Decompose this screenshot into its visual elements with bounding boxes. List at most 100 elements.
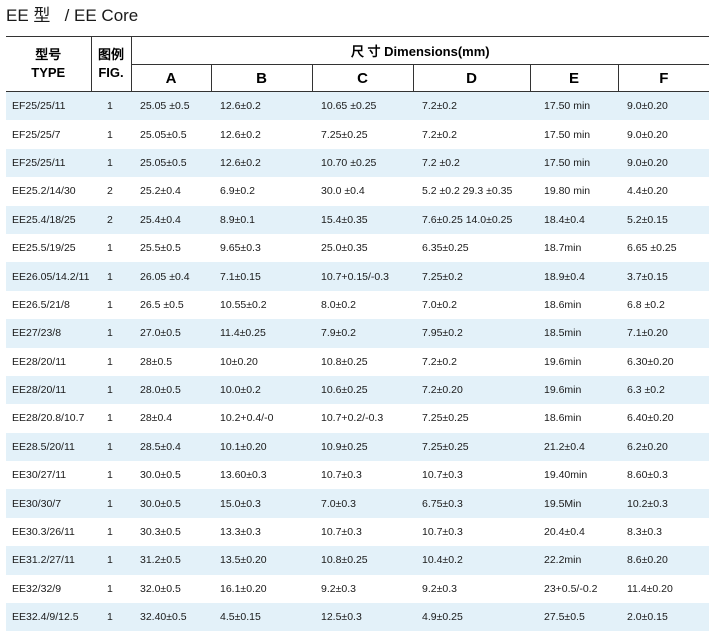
- f-cell: 6.30±0.20: [627, 355, 674, 368]
- f-cell: 2.0±0.15: [618, 603, 710, 632]
- table-row: EE25.5/19/25 1 25.5±0.5 9.65±0.3 25.0±0.…: [6, 234, 709, 262]
- d-cell: 7.0±0.2: [422, 298, 457, 311]
- a-cell: 25.05 ±0.5: [131, 91, 211, 121]
- fig-column-header: 图例 FIG.: [90, 36, 131, 92]
- b-cell: 9.65±0.3: [220, 242, 261, 255]
- fig-cell: 2: [91, 205, 131, 234]
- f-cell: 9.0±0.20: [618, 148, 710, 178]
- a-cell: 26.05 ±0.4: [131, 262, 211, 291]
- table-row: EE32/32/9 1 32.0±0.5 16.1±0.20 9.2±0.3 9…: [6, 575, 709, 603]
- e-cell: 19.80 min: [544, 185, 591, 198]
- table-row: EE30/30/7 1 30.0±0.5 15.0±0.3 7.0±0.3 6.…: [6, 489, 710, 518]
- type-cell: EE30.3/26/11: [12, 526, 75, 539]
- d-cell: 7.2 ±0.2: [413, 148, 530, 178]
- d-cell: 10.7±0.3: [422, 526, 463, 539]
- fig-cell: 1: [107, 355, 113, 368]
- fig-cell: 1: [91, 262, 131, 291]
- fig-cell: 1: [107, 128, 113, 141]
- b-cell: 7.1±0.15: [211, 262, 312, 291]
- a-cell: 25.4±0.4: [131, 205, 211, 234]
- e-cell: 19.6min: [544, 355, 582, 368]
- b-cell: 4.5±0.15: [211, 603, 312, 632]
- a-cell: 30.0±0.5: [131, 489, 211, 518]
- a-cell: 28.0±0.5: [131, 375, 211, 405]
- d-cell: 7.25±0.25: [413, 432, 530, 462]
- table-row: EE26.5/21/8 1 26.5 ±0.5 10.55±0.2 8.0±0.…: [6, 291, 709, 319]
- column-header-a: A: [130, 64, 211, 92]
- c-cell: 30.0 ±0.4: [321, 185, 365, 198]
- b-cell: 16.1±0.20: [220, 582, 267, 595]
- column-header-e: E: [529, 64, 618, 92]
- e-cell: 22.2min: [530, 546, 618, 575]
- type-header-en: TYPE: [31, 65, 66, 80]
- table-row: EF25/25/11 1 25.05±0.5 12.6±0.2 10.70 ±0…: [6, 148, 710, 178]
- d-cell: 9.2±0.3: [422, 582, 457, 595]
- a-cell: 31.2±0.5: [131, 546, 211, 575]
- d-cell: 5.2 ±0.2 29.3 ±0.35: [422, 185, 513, 198]
- d-cell: 7.95±0.2: [413, 319, 530, 348]
- d-cell: 10.4±0.2: [413, 546, 530, 575]
- fig-cell: 1: [107, 582, 113, 595]
- column-header-d: D: [412, 64, 530, 92]
- ee-core-dimension-table: 型号 TYPE 图例 FIG. 尺 寸 Dimensions(mm) A B C…: [6, 36, 710, 632]
- table-row: EE25.2/14/30 2 25.2±0.4 6.9±0.2 30.0 ±0.…: [6, 177, 709, 205]
- c-cell: 10.7+0.2/-0.3: [321, 412, 384, 425]
- c-cell: 10.8±0.25: [312, 546, 413, 575]
- type-cell: EE28/20.8/10.7: [12, 412, 85, 425]
- fig-cell: 1: [107, 526, 113, 539]
- e-cell: 19.5Min: [530, 489, 618, 518]
- a-cell: 25.5±0.5: [140, 242, 181, 255]
- type-cell: EE26.05/14.2/11: [6, 262, 91, 291]
- type-cell: EE28/20/11: [6, 375, 91, 405]
- fig-cell: 1: [107, 412, 113, 425]
- type-cell: EE32.4/9/12.5: [6, 603, 91, 632]
- e-cell: 19.6min: [530, 375, 618, 405]
- table-row: EE32.4/9/12.5 1 32.40±0.5 4.5±0.15 12.5±…: [6, 603, 710, 632]
- f-cell: 5.2±0.15: [618, 205, 710, 234]
- table-row: EE30/27/11 1 30.0±0.5 13.60±0.3 10.7±0.3…: [6, 461, 709, 489]
- table-row: EF25/25/11 1 25.05 ±0.5 12.6±0.2 10.65 ±…: [6, 91, 710, 121]
- e-cell: 18.5min: [530, 319, 618, 348]
- d-cell: 7.25±0.25: [422, 412, 469, 425]
- d-cell: 7.25±0.2: [413, 262, 530, 291]
- fig-cell: 1: [91, 319, 131, 348]
- e-cell: 21.2±0.4: [530, 432, 618, 462]
- f-cell: 6.2±0.20: [618, 432, 710, 462]
- f-cell: 4.4±0.20: [627, 185, 668, 198]
- fig-cell: 1: [107, 242, 113, 255]
- fig-cell: 1: [91, 432, 131, 462]
- b-cell: 12.6±0.2: [211, 148, 312, 178]
- b-cell: 6.9±0.2: [220, 185, 255, 198]
- d-cell: 6.75±0.3: [413, 489, 530, 518]
- a-cell: 32.40±0.5: [131, 603, 211, 632]
- type-cell: EE31.2/27/11: [6, 546, 91, 575]
- fig-cell: 1: [91, 148, 131, 178]
- f-cell: 8.6±0.20: [618, 546, 710, 575]
- c-cell: 10.7+0.15/-0.3: [312, 262, 413, 291]
- table-row: EE26.05/14.2/11 1 26.05 ±0.4 7.1±0.15 10…: [6, 262, 710, 291]
- e-cell: 17.50 min: [544, 128, 591, 141]
- table-row: EE28/20/11 1 28.0±0.5 10.0±0.2 10.6±0.25…: [6, 375, 710, 405]
- b-cell: 10.0±0.2: [211, 375, 312, 405]
- f-cell: 10.2±0.3: [618, 489, 710, 518]
- f-cell: 7.1±0.20: [618, 319, 710, 348]
- d-cell: 6.35±0.25: [422, 242, 469, 255]
- type-cell: EF25/25/11: [6, 148, 91, 178]
- f-cell: 8.3±0.3: [627, 526, 662, 539]
- e-cell: 18.6min: [544, 298, 582, 311]
- f-cell: 9.0±0.20: [627, 128, 668, 141]
- page-title: EE 型 / EE Core: [6, 6, 139, 25]
- c-cell: 10.8±0.25: [321, 355, 368, 368]
- e-cell: 18.6min: [544, 412, 582, 425]
- c-cell: 9.2±0.3: [321, 582, 356, 595]
- type-cell: EE32/32/9: [12, 582, 62, 595]
- c-cell: 10.7±0.3: [321, 526, 362, 539]
- table-row: EE28.5/20/11 1 28.5±0.4 10.1±0.20 10.9±0…: [6, 432, 710, 462]
- type-column-header: 型号 TYPE: [6, 36, 91, 92]
- a-cell: 26.5 ±0.5: [140, 298, 184, 311]
- e-cell: 18.4±0.4: [530, 205, 618, 234]
- b-cell: 10.1±0.20: [211, 432, 312, 462]
- d-cell: 7.2±0.20: [413, 375, 530, 405]
- f-cell: 9.0±0.20: [618, 91, 710, 121]
- d-cell: 7.2±0.2: [422, 355, 457, 368]
